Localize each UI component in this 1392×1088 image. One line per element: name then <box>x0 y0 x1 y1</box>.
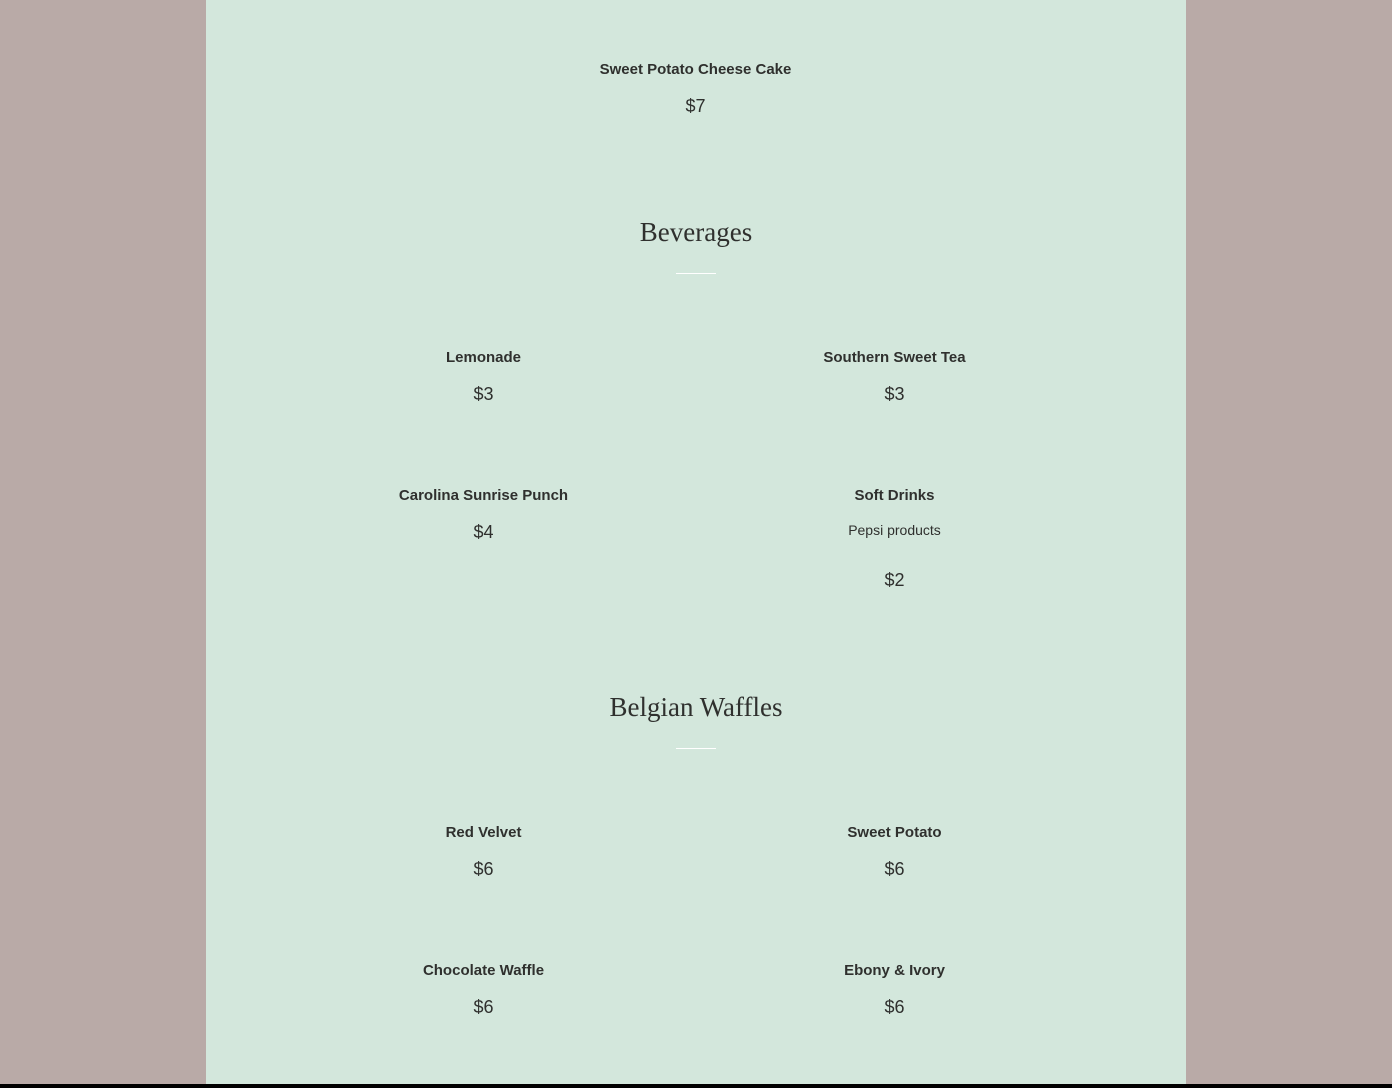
item-description: Pepsi products <box>848 522 941 538</box>
item-price: $6 <box>884 997 905 1017</box>
section-divider <box>676 273 716 274</box>
menu-item: Sweet Potato Cheese Cake $7 <box>490 60 901 117</box>
item-name: Chocolate Waffle <box>422 962 545 979</box>
item-price: $6 <box>473 997 494 1017</box>
item-price: $2 <box>884 570 905 590</box>
menu-item: Red Velvet $6 <box>278 823 689 880</box>
item-price: $6 <box>884 859 905 879</box>
menu-item: Carolina Sunrise Punch $4 <box>278 486 689 543</box>
menu-item: Lemonade $3 <box>278 348 689 405</box>
menu-item: Soft Drinks Pepsi products $2 <box>689 486 1100 591</box>
item-name: Southern Sweet Tea <box>823 349 966 366</box>
menu-item: Chocolate Waffle $6 <box>278 961 689 1018</box>
item-price: $3 <box>884 384 905 404</box>
section-title-belgian-waffles: Belgian Waffles <box>609 692 783 722</box>
bottom-bar <box>0 1084 1392 1088</box>
item-name: Lemonade <box>445 349 521 366</box>
item-price: $4 <box>473 522 494 542</box>
menu-item: Sweet Potato $6 <box>689 823 1100 880</box>
item-price: $6 <box>473 859 494 879</box>
item-name: Soft Drinks <box>854 487 935 504</box>
item-price: $3 <box>473 384 494 404</box>
menu-item: Southern Sweet Tea $3 <box>689 348 1100 405</box>
item-name: Sweet Potato Cheese Cake <box>599 61 792 78</box>
item-name: Ebony & Ivory <box>844 962 945 979</box>
item-name: Sweet Potato <box>847 824 942 841</box>
menu-panel: Sweet Potato Cheese Cake $7 Beverages Le… <box>206 0 1186 1084</box>
menu-item: Ebony & Ivory $6 <box>689 961 1100 1018</box>
section-divider <box>676 748 716 749</box>
section-title-beverages: Beverages <box>639 217 753 247</box>
item-price: $7 <box>685 96 706 116</box>
item-name: Carolina Sunrise Punch <box>398 487 569 504</box>
item-name: Red Velvet <box>445 824 522 841</box>
